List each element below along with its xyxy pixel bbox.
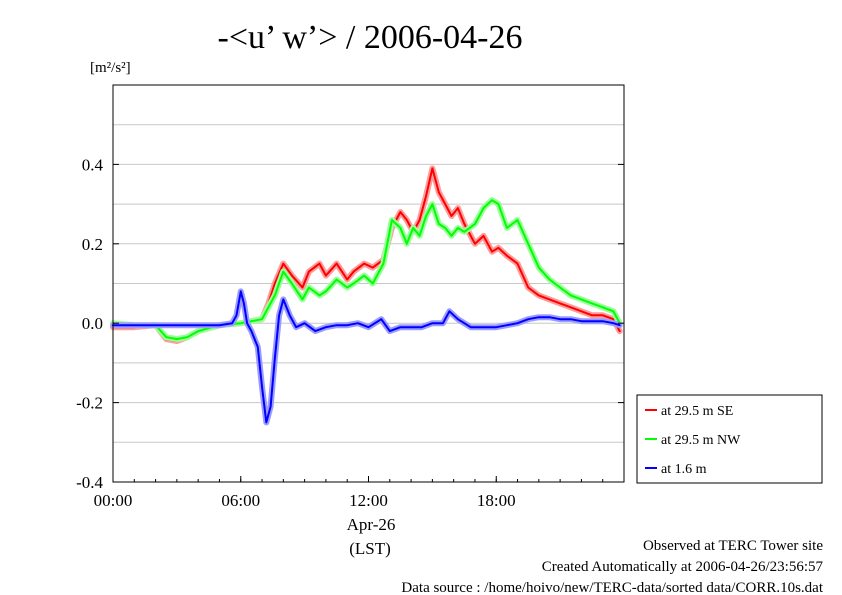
chart-title: -<u’ w’> / 2006-04-26	[218, 19, 523, 56]
y-tick-label: 0.2	[82, 235, 103, 254]
legend: at 29.5 m SE at 29.5 m NW at 1.6 m	[636, 394, 823, 484]
x-tick-label: 06:00	[221, 491, 260, 510]
y-tick-label: 0.0	[82, 314, 103, 333]
x-ticks: 00:00 06:00 12:00 18:00	[94, 476, 625, 510]
footer-site: Observed at TERC Tower site	[643, 538, 823, 554]
y-ticks: 0.4 0.2 0.0 -0.2 -0.4	[76, 155, 624, 492]
y-tick-label: -0.4	[76, 473, 103, 492]
legend-label: at 1.6 m	[661, 462, 707, 477]
x-tick-label: 12:00	[349, 491, 388, 510]
series-layer	[110, 165, 623, 426]
x-date-label: Apr-26	[347, 515, 396, 534]
legend-label: at 29.5 m SE	[661, 404, 733, 419]
legend-label: at 29.5 m NW	[661, 433, 741, 448]
series-line-2	[112, 290, 621, 424]
x-tick-label: 00:00	[94, 491, 133, 510]
series-line-1	[112, 199, 621, 341]
x-tick-label: 18:00	[477, 491, 516, 510]
footer-created: Created Automatically at 2006-04-26/23:5…	[542, 559, 824, 575]
footer-source: Data source : /home/hoivo/new/TERC-data/…	[401, 580, 823, 595]
legend-box	[636, 394, 823, 484]
y-tick-label: 0.4	[82, 155, 104, 174]
y-axis-unit: [m²/s²]	[90, 60, 131, 76]
x-axis-label: (LST)	[349, 539, 391, 558]
y-tick-label: -0.2	[76, 394, 103, 413]
